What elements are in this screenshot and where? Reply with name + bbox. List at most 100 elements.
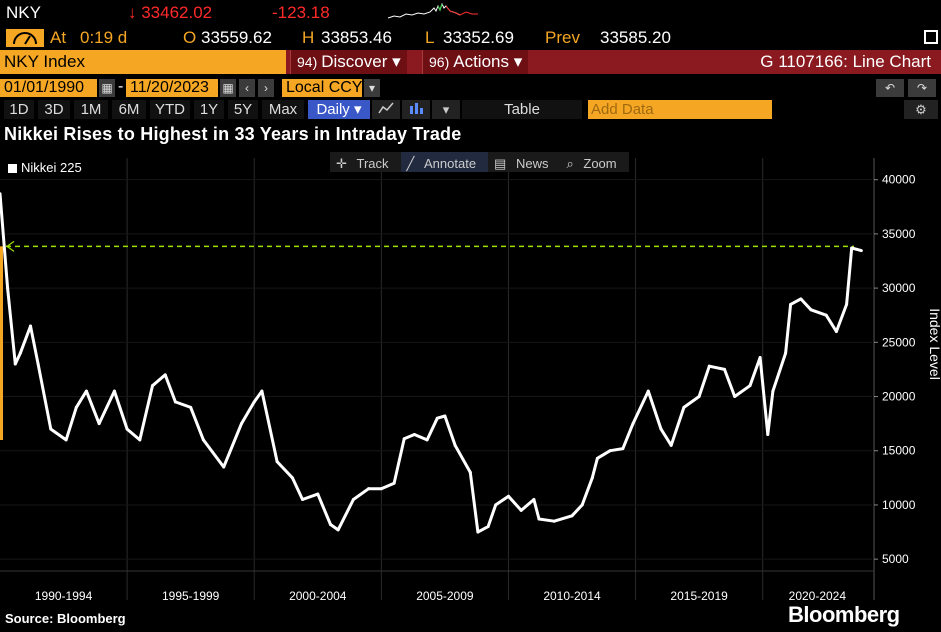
date-separator: - — [118, 78, 124, 95]
data-point — [789, 302, 793, 306]
data-point — [64, 438, 68, 442]
data-point — [834, 329, 838, 333]
line-chart-icon[interactable] — [372, 100, 400, 119]
period-row: 1D 3D 1M 6M YTD 1Y 5Y Max Daily ▾ ▾ Tabl… — [0, 99, 941, 120]
data-point — [697, 395, 701, 399]
period-1y[interactable]: 1Y — [194, 100, 224, 119]
data-point — [275, 460, 279, 464]
start-date-field[interactable]: 01/01/1990 — [0, 79, 97, 97]
y-axis-title: Index Level — [927, 308, 941, 380]
data-point — [845, 302, 849, 306]
legend-swatch — [8, 164, 17, 173]
y-tick-label: 40000 — [882, 173, 916, 187]
prev-period-icon[interactable]: ‹ — [239, 79, 255, 97]
data-point — [252, 400, 256, 404]
frequency-dropdown[interactable]: Daily ▾ — [308, 100, 370, 119]
data-point — [425, 438, 429, 442]
data-point — [590, 476, 594, 480]
add-data-input[interactable]: Add Data — [588, 100, 772, 119]
low-label: L — [425, 28, 435, 47]
data-point — [6, 286, 10, 290]
data-point — [97, 422, 101, 426]
period-3d[interactable]: 3D — [38, 100, 70, 119]
y-tick-label: 25000 — [882, 335, 916, 349]
period-1m[interactable]: 1M — [74, 100, 108, 119]
legend-label: Nikkei 225 — [21, 160, 82, 175]
data-point — [301, 498, 305, 502]
chart-type-dropdown-icon[interactable]: ▾ — [432, 100, 460, 119]
actions-button[interactable]: 96) Actions ▾ — [422, 50, 529, 74]
y-tick-label: 10000 — [882, 498, 916, 512]
legend[interactable]: Nikkei 225 — [8, 160, 82, 175]
open-value: 33559.62 — [201, 28, 272, 47]
data-point — [646, 389, 650, 393]
next-period-icon[interactable]: › — [258, 79, 274, 97]
undo-icon[interactable]: ↶ — [876, 79, 904, 97]
zoom-button[interactable]: ⌕ Zoom — [560, 152, 628, 172]
period-max[interactable]: Max — [262, 100, 304, 119]
news-button[interactable]: ▤ News — [488, 152, 560, 172]
last-price: ↓ 33462.02 — [128, 3, 213, 22]
discover-number: 94) — [297, 54, 318, 70]
data-point — [707, 364, 711, 368]
x-tick-label: 2005-2009 — [416, 589, 474, 603]
settings-icon[interactable]: ⚙ — [904, 100, 938, 119]
actions-number: 96) — [429, 54, 450, 70]
security-field[interactable]: NKY Index — [0, 50, 286, 74]
security-bar: NKY Index 94) Discover ▾ 96) Actions ▾ G 1… — [0, 50, 941, 74]
data-point — [486, 525, 490, 529]
date-range-row: 01/01/1990 ▦ - 11/20/2023 ▦ ‹ › Local CC… — [0, 77, 941, 99]
data-point — [621, 447, 625, 451]
data-point — [379, 487, 383, 491]
data-point — [771, 389, 775, 393]
high-label: H — [302, 28, 315, 47]
data-point — [163, 373, 167, 377]
table-button[interactable]: Table — [462, 100, 582, 119]
range-marker — [0, 246, 3, 440]
data-point — [151, 384, 155, 388]
data-point — [392, 481, 396, 485]
data-point — [240, 422, 244, 426]
window-icon[interactable] — [924, 30, 938, 44]
x-tick-label: 2020-2024 — [789, 589, 847, 603]
end-date-field[interactable]: 11/20/2023 — [126, 79, 218, 97]
data-point — [748, 384, 752, 388]
data-point — [494, 503, 498, 507]
data-point — [74, 405, 78, 409]
period-6m[interactable]: 6M — [112, 100, 146, 119]
track-button[interactable]: ✛ Track — [330, 152, 401, 172]
data-point — [402, 437, 406, 441]
period-1d[interactable]: 1D — [4, 100, 34, 119]
data-point — [0, 192, 2, 196]
period-ytd[interactable]: YTD — [150, 100, 190, 119]
line-chart[interactable]: 5000 10000 15000 20000 25000 30000 35000 40000 1… — [0, 150, 941, 612]
bar-chart-icon[interactable] — [402, 100, 430, 119]
calendar-icon[interactable]: ▦ — [220, 79, 236, 97]
data-point — [138, 438, 142, 442]
y-tick-label: 15000 — [882, 444, 916, 458]
data-point — [850, 246, 854, 250]
y-tick-label: 35000 — [882, 227, 916, 241]
currency-field[interactable]: Local CCY — [282, 79, 362, 97]
data-point — [824, 313, 828, 317]
gauge-icon[interactable] — [6, 29, 44, 47]
discover-button[interactable]: 94) Discover ▾ — [290, 50, 407, 74]
data-point — [476, 530, 480, 534]
data-point — [453, 443, 457, 447]
data-point — [758, 355, 762, 359]
data-point — [580, 503, 584, 507]
data-point — [784, 351, 788, 355]
period-5y[interactable]: 5Y — [228, 100, 258, 119]
data-point — [443, 414, 447, 418]
ticker[interactable]: NKY — [6, 3, 41, 22]
annotate-label: Annotate — [424, 156, 477, 171]
data-point — [682, 405, 686, 409]
currency-dropdown-icon[interactable]: ▾ — [364, 79, 380, 97]
data-point — [608, 449, 612, 453]
ohlc-row: At 0:19 d O 33559.62 H 33853.46 L 33352.… — [0, 26, 941, 50]
annotate-button[interactable]: ╱ Annotate — [400, 152, 489, 172]
calendar-icon[interactable]: ▦ — [99, 79, 115, 97]
redo-icon[interactable]: ↷ — [908, 79, 936, 97]
data-point — [328, 522, 332, 526]
data-point — [468, 470, 472, 474]
